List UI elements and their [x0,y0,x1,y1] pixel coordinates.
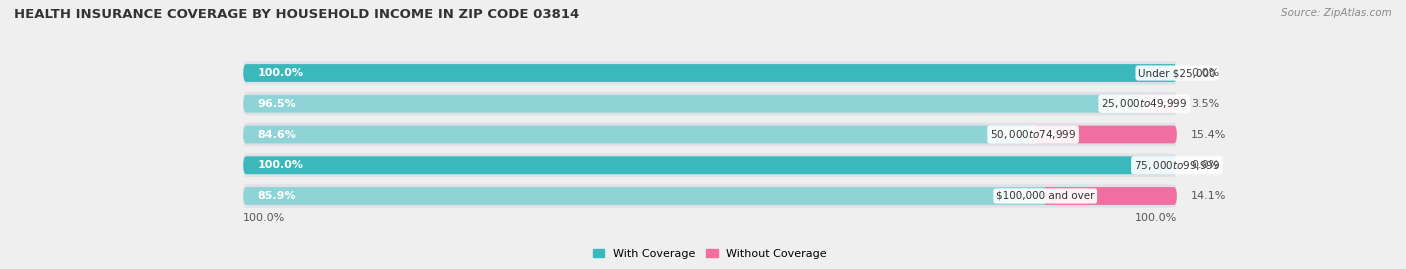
FancyBboxPatch shape [1045,187,1177,205]
Bar [1144,95,1147,113]
Text: 96.5%: 96.5% [257,99,295,109]
FancyBboxPatch shape [243,126,1033,143]
Text: 14.1%: 14.1% [1191,191,1226,201]
Bar [1033,126,1036,143]
Text: $25,000 to $49,999: $25,000 to $49,999 [1101,97,1187,110]
Bar [1045,187,1049,205]
Text: Source: ZipAtlas.com: Source: ZipAtlas.com [1281,8,1392,18]
Text: 100.0%: 100.0% [1135,213,1177,223]
FancyBboxPatch shape [243,156,1177,174]
FancyBboxPatch shape [243,61,1177,85]
Text: 0.0%: 0.0% [1191,68,1219,78]
Text: 100.0%: 100.0% [257,160,304,170]
Text: HEALTH INSURANCE COVERAGE BY HOUSEHOLD INCOME IN ZIP CODE 03814: HEALTH INSURANCE COVERAGE BY HOUSEHOLD I… [14,8,579,21]
Text: $75,000 to $99,999: $75,000 to $99,999 [1133,159,1220,172]
Text: $100,000 and over: $100,000 and over [995,191,1094,201]
Text: Under $25,000: Under $25,000 [1137,68,1216,78]
Text: 0.0%: 0.0% [1191,160,1219,170]
FancyBboxPatch shape [243,187,1045,205]
FancyBboxPatch shape [243,92,1177,115]
FancyBboxPatch shape [243,184,1177,208]
FancyBboxPatch shape [243,64,1177,82]
Text: 100.0%: 100.0% [257,68,304,78]
FancyBboxPatch shape [1033,126,1177,143]
Text: 3.5%: 3.5% [1191,99,1219,109]
Bar [1142,95,1144,113]
Bar [1042,187,1045,205]
FancyBboxPatch shape [243,154,1177,177]
FancyBboxPatch shape [1144,95,1177,113]
Text: 100.0%: 100.0% [243,213,285,223]
Text: 84.6%: 84.6% [257,129,297,140]
Legend: With Coverage, Without Coverage: With Coverage, Without Coverage [589,244,831,263]
Text: 15.4%: 15.4% [1191,129,1226,140]
Bar [1031,126,1033,143]
FancyBboxPatch shape [243,123,1177,146]
Text: $50,000 to $74,999: $50,000 to $74,999 [990,128,1076,141]
FancyBboxPatch shape [243,95,1144,113]
Text: 85.9%: 85.9% [257,191,295,201]
